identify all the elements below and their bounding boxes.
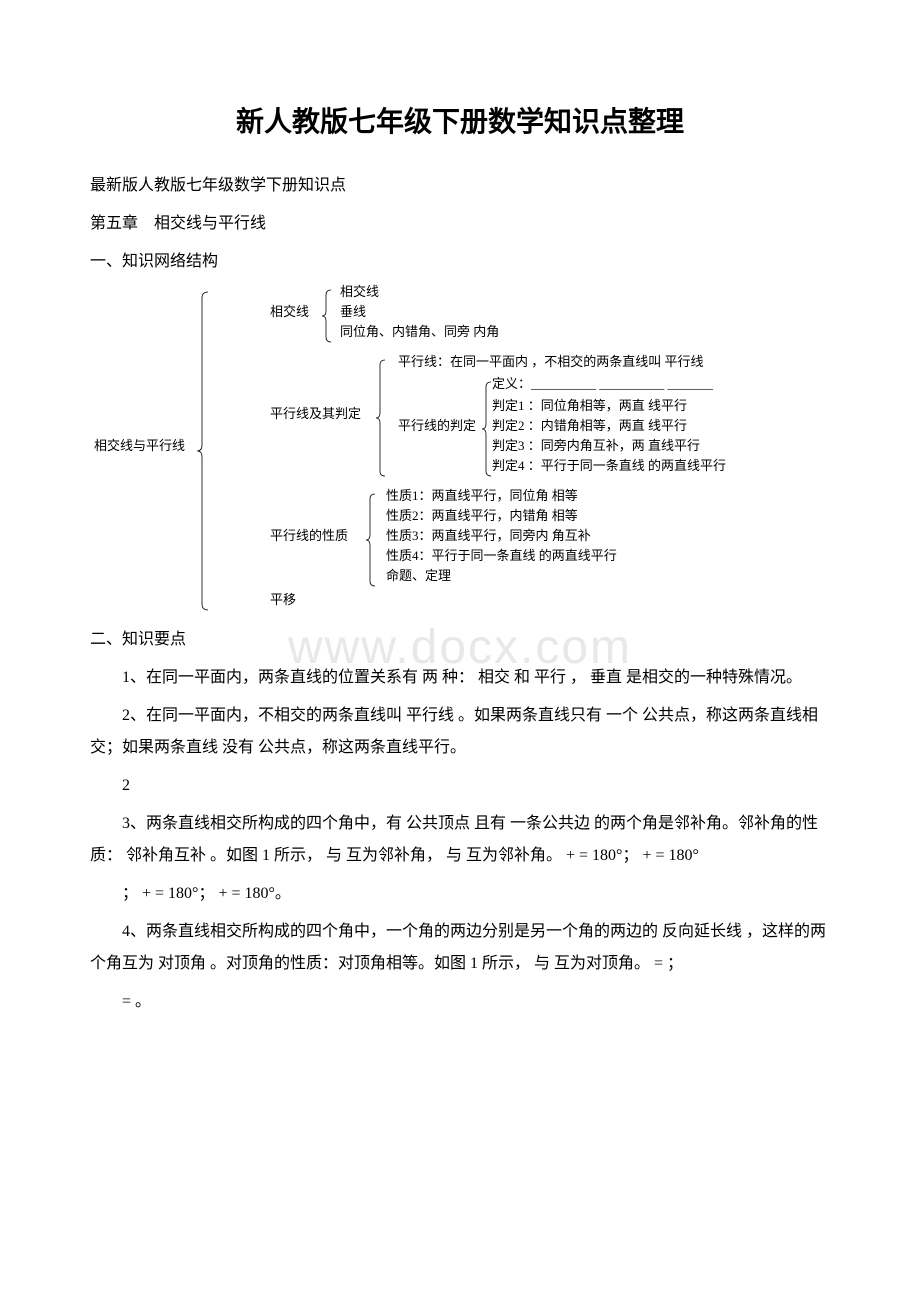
point-3: 3、两条直线相交所构成的四个角中，有 公共顶点 且有 一条公共边 的两个角是邻补… <box>90 808 830 872</box>
section-1-title: 一、知识网络结构 <box>90 246 830 278</box>
svg-text:平行线：在同一平面内 ，不相交的两条直线叫 平行线: 平行线：在同一平面内 ，不相交的两条直线叫 平行线 <box>398 354 704 369</box>
svg-text:同位角、内错角、同旁 内角: 同位角、内错角、同旁 内角 <box>340 324 499 339</box>
point-4: 4、两条直线相交所构成的四个角中，一个角的两边分别是另一个角的两边的 反向延长线… <box>90 916 830 980</box>
knowledge-tree-diagram: 相交线与平行线相交线相交线垂线同位角、内错角、同旁 内角平行线及其判定平行线：在… <box>90 284 830 624</box>
svg-text:判定1 ：同位角相等，两直 线平行: 判定1 ：同位角相等，两直 线平行 <box>492 398 687 413</box>
point-2: 2、在同一平面内，不相交的两条直线叫 平行线 。如果两条直线只有 一个 公共点，… <box>90 700 830 764</box>
svg-text:平移: 平移 <box>270 592 296 607</box>
svg-text:垂线: 垂线 <box>340 304 366 319</box>
chapter-heading: 第五章 相交线与平行线 <box>90 208 830 240</box>
point-2b: 2 <box>90 770 830 802</box>
svg-text:性质3：两直线平行，同旁内 角互补: 性质3：两直线平行，同旁内 角互补 <box>386 528 591 543</box>
svg-text:性质2：两直线平行，内错角 相等: 性质2：两直线平行，内错角 相等 <box>386 508 578 523</box>
svg-text:平行线及其判定: 平行线及其判定 <box>270 406 361 421</box>
point-1: 1、在同一平面内，两条直线的位置关系有 两 种： 相交 和 平行 ， 垂直 是相… <box>90 662 830 694</box>
tree-svg: 相交线与平行线相交线相交线垂线同位角、内错角、同旁 内角平行线及其判定平行线：在… <box>90 284 810 624</box>
svg-text:相交线: 相交线 <box>340 284 379 299</box>
subtitle-version: 最新版人教版七年级数学下册知识点 <box>90 170 830 202</box>
svg-text:平行线的判定: 平行线的判定 <box>398 418 476 433</box>
section-2-title: 二、知识要点 <box>90 624 830 656</box>
svg-text:相交线与平行线: 相交线与平行线 <box>94 438 185 453</box>
svg-text:定义：__________ __________ ___: 定义：__________ __________ _______ <box>492 376 714 391</box>
svg-text:相交线: 相交线 <box>270 304 309 319</box>
svg-text:判定3 ：同旁内角互补，两 直线平行: 判定3 ：同旁内角互补，两 直线平行 <box>492 438 700 453</box>
svg-text:性质4：平行于同一条直线 的两直线平行: 性质4：平行于同一条直线 的两直线平行 <box>386 548 617 563</box>
svg-text:平行线的性质: 平行线的性质 <box>270 528 348 543</box>
document-title: 新人教版七年级下册数学知识点整理 <box>90 100 830 140</box>
svg-text:性质1：两直线平行，同位角 相等: 性质1：两直线平行，同位角 相等 <box>386 488 578 503</box>
point-4b: = 。 <box>90 986 830 1018</box>
svg-text:判定4 ：平行于同一条直线 的两直线平行: 判定4 ：平行于同一条直线 的两直线平行 <box>492 458 726 473</box>
svg-text:命题、定理: 命题、定理 <box>386 568 451 583</box>
point-3b: ； + = 180°； + = 180°。 <box>90 878 830 910</box>
svg-text:判定2 ：内错角相等，两直 线平行: 判定2 ：内错角相等，两直 线平行 <box>492 418 687 433</box>
